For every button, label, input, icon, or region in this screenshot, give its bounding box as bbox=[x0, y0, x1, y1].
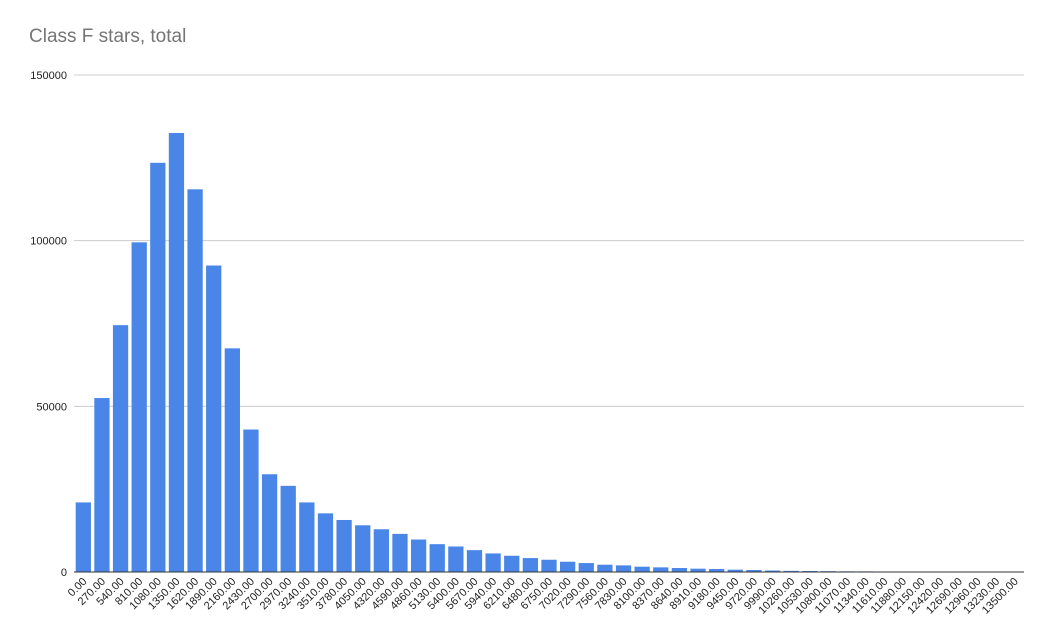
bar bbox=[150, 162, 166, 572]
bar bbox=[653, 567, 669, 572]
bar bbox=[224, 348, 240, 572]
y-axis-tick-labels: 0 50000 100000 150000 bbox=[30, 70, 67, 579]
bar bbox=[373, 529, 389, 572]
bar bbox=[261, 474, 278, 572]
bar bbox=[504, 555, 520, 572]
bar bbox=[75, 502, 91, 572]
bar bbox=[727, 569, 743, 572]
bar bbox=[355, 525, 371, 572]
bar bbox=[634, 566, 650, 572]
bar bbox=[94, 398, 110, 572]
bar bbox=[764, 570, 781, 572]
bar-series bbox=[75, 132, 1023, 572]
bar bbox=[429, 544, 445, 572]
bar bbox=[597, 564, 613, 572]
bar bbox=[168, 132, 185, 572]
y-tick-label: 150000 bbox=[30, 70, 67, 82]
bar bbox=[392, 533, 408, 572]
bar bbox=[112, 325, 129, 572]
bar bbox=[299, 502, 315, 572]
bar bbox=[559, 561, 576, 572]
y-tick-label: 0 bbox=[61, 567, 67, 579]
bar bbox=[243, 429, 259, 572]
bar bbox=[336, 519, 352, 572]
bar bbox=[187, 189, 203, 572]
bar bbox=[485, 553, 501, 572]
bar bbox=[671, 568, 688, 572]
bar bbox=[541, 559, 557, 572]
chart-title: Class F stars, total bbox=[29, 26, 187, 47]
bar bbox=[317, 513, 334, 572]
bar bbox=[783, 570, 799, 572]
y-tick-label: 100000 bbox=[30, 236, 67, 248]
bar bbox=[206, 265, 222, 572]
bar bbox=[131, 242, 147, 572]
y-tick-label: 50000 bbox=[36, 401, 67, 413]
bar bbox=[709, 569, 725, 572]
bar bbox=[690, 568, 706, 572]
bar bbox=[410, 539, 427, 572]
bar bbox=[448, 546, 464, 572]
bar bbox=[522, 558, 539, 572]
bar bbox=[466, 550, 483, 572]
bar bbox=[578, 563, 594, 572]
bar bbox=[280, 485, 296, 572]
x-axis-tick-labels: 0.00270.00540.00810.001080.001350.001620… bbox=[66, 576, 1021, 617]
bar bbox=[746, 570, 762, 572]
bar bbox=[615, 565, 632, 572]
